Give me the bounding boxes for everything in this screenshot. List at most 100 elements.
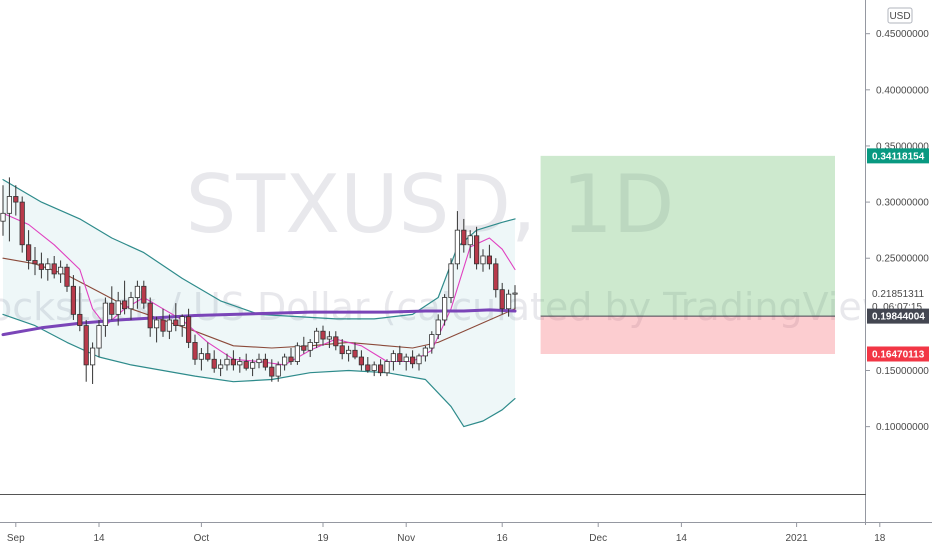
- candle-body: [25, 244, 32, 261]
- candle: [217, 359, 224, 377]
- candle: [397, 345, 403, 365]
- candle: [262, 353, 269, 371]
- loss-zone[interactable]: [540, 316, 835, 354]
- candle: [205, 342, 211, 362]
- candle: [416, 353, 422, 371]
- candle: [122, 280, 128, 315]
- candle-body: [109, 302, 115, 315]
- candle: [64, 263, 70, 292]
- time-tick-label: Dec: [589, 533, 607, 544]
- price-badge-box: [867, 346, 929, 362]
- candle-body: [19, 201, 25, 246]
- candle-body: [448, 263, 454, 298]
- candle: [499, 282, 505, 315]
- candle: [256, 353, 262, 369]
- candle-body: [38, 263, 45, 270]
- candle: [19, 196, 25, 253]
- candle-body: [115, 300, 121, 315]
- candle: [0, 185, 6, 236]
- candle-body: [13, 196, 19, 203]
- candle: [13, 185, 19, 216]
- candle-body: [320, 330, 326, 340]
- watermark-symbol: STXUSD, 1D: [186, 158, 675, 251]
- candle: [249, 359, 256, 377]
- price-badge-box: [867, 308, 929, 324]
- candle: [147, 297, 153, 337]
- candle-body: [339, 345, 345, 355]
- candle-body: [326, 336, 333, 340]
- currency-button[interactable]: USD: [887, 7, 913, 24]
- price-axis-background[interactable]: [866, 0, 932, 525]
- price-tick-label: 0.25000000: [876, 254, 929, 265]
- candle-body: [230, 358, 236, 366]
- candle: [333, 331, 339, 351]
- candle-body: [70, 285, 76, 315]
- candle-body: [32, 260, 38, 265]
- candle-body: [256, 358, 262, 364]
- candle: [358, 350, 365, 371]
- candle: [390, 350, 397, 371]
- candle-body: [237, 361, 243, 366]
- candle: [32, 247, 38, 276]
- candle-body: [422, 347, 429, 357]
- candle: [224, 353, 230, 371]
- candle-body: [141, 285, 147, 304]
- candle: [128, 291, 134, 320]
- price-badge-label: 0.16470113: [872, 349, 925, 360]
- candle-body: [147, 302, 153, 329]
- candle: [90, 342, 96, 384]
- candle-body: [179, 316, 185, 326]
- position-tool[interactable]: [540, 155, 835, 354]
- candle-body: [435, 319, 441, 335]
- candle-body: [365, 364, 371, 371]
- candle: [448, 258, 454, 304]
- candle: [422, 345, 429, 362]
- time-tick-label: 2021: [785, 533, 808, 544]
- candle-body: [307, 342, 313, 351]
- candle-body: [96, 325, 102, 349]
- candle-body: [493, 263, 499, 291]
- candle-body: [505, 293, 512, 310]
- candle-body: [134, 285, 140, 298]
- candle: [473, 226, 480, 270]
- candle: [307, 339, 313, 358]
- candle: [345, 345, 352, 362]
- currency-button-label[interactable]: USD: [889, 11, 910, 22]
- candle: [6, 177, 12, 242]
- candle-body: [397, 353, 403, 362]
- candle-body: [441, 297, 448, 321]
- candle: [70, 275, 76, 320]
- candle: [429, 331, 435, 354]
- candle-body: [333, 336, 339, 347]
- candle: [409, 350, 416, 369]
- candle: [58, 260, 64, 283]
- candle-body: [409, 356, 416, 365]
- candle: [141, 280, 147, 309]
- candle: [384, 359, 390, 377]
- candle: [339, 339, 345, 360]
- candle-body: [224, 358, 230, 366]
- candle: [134, 280, 140, 309]
- time-tick-label: 14: [93, 533, 105, 544]
- price-axis-ticks: 0.45000000 0.40000000 0.35000000 0.30000000…: [866, 29, 929, 433]
- candle-body: [160, 319, 166, 332]
- price-badge-label: 0.34118154: [872, 151, 925, 162]
- candle: [294, 342, 301, 365]
- candle-body: [313, 330, 320, 343]
- candle: [281, 353, 288, 371]
- candle-body: [166, 319, 172, 332]
- candle-body: [51, 263, 57, 275]
- price-tick-label: 0.30000000: [876, 198, 929, 209]
- profit-zone[interactable]: [540, 155, 835, 317]
- candle-body: [249, 362, 256, 369]
- candle: [301, 336, 307, 354]
- candle-body: [185, 316, 192, 343]
- candle: [326, 331, 333, 349]
- currency-button-box[interactable]: [887, 7, 913, 24]
- candle-body: [58, 266, 64, 275]
- candle: [365, 357, 371, 373]
- candlestick-series: [0, 177, 518, 384]
- candle-body: [352, 349, 358, 358]
